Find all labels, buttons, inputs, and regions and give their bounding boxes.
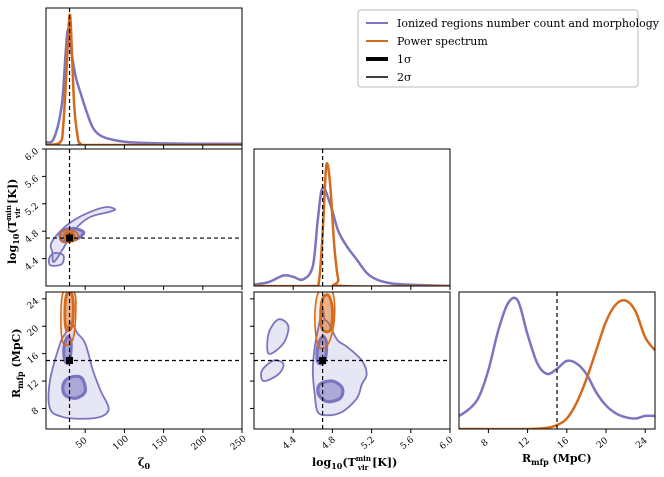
- marginal-curve-p33-power: [459, 299, 655, 429]
- legend-label-ionized: Ionized regions number count and morphol…: [397, 17, 660, 30]
- contour-p31-ps-1sigma: [63, 292, 75, 333]
- y-tick-label-p21-1: 4.8: [24, 229, 42, 246]
- x-tick-label-p32-1: 4.8: [320, 435, 338, 452]
- marginal-p11: [46, 8, 242, 145]
- y-axis-label-tvir: log10(Tminvir [K]): [4, 179, 22, 264]
- x-tick-label-p31-2: 150: [151, 434, 171, 453]
- contour-p32-ion-side: [266, 318, 290, 355]
- panel-frame-p11: [45, 7, 243, 146]
- panel-frame-p22: [253, 148, 451, 287]
- y-tick-label-p21-3: 5.6: [24, 174, 42, 191]
- x-tick-label-p31-1: 100: [111, 434, 131, 453]
- legend-label-1sigma: 1σ: [397, 53, 412, 66]
- y-axis-label-rmfp: Rmfp (MpC): [10, 328, 25, 398]
- x-axis-label-rmfp: Rmfp (MpC): [522, 452, 592, 467]
- panel-frame-p31: [45, 291, 243, 430]
- x-tick-label-p31-4: 250: [229, 434, 249, 453]
- x-tick-label-p33-2: 16: [556, 436, 571, 451]
- x-tick-label-p31-0: 50: [74, 436, 89, 451]
- contour-p32-ion-side2: [260, 359, 285, 382]
- legend: Ionized regions number count and morphol…: [357, 9, 660, 88]
- contour-p32-ion-1sigma-b: [316, 379, 345, 404]
- contour-p32-ps-1sigma: [319, 293, 334, 334]
- marginal-curve-p11-ionized: [46, 28, 242, 145]
- contours-p21: [46, 149, 242, 286]
- y-tick-label-p21-4: 6.0: [24, 146, 42, 163]
- y-tick-label-p31-3: 20: [26, 324, 41, 339]
- x-tick-label-p32-2: 5.2: [360, 435, 377, 452]
- contour-p31-ion-1sigma-b: [61, 374, 87, 400]
- x-tick-label-p32-4: 6.0: [438, 435, 456, 452]
- x-tick-label-p31-3: 200: [190, 434, 210, 453]
- y-tick-label-p21-2: 5.2: [24, 201, 41, 218]
- x-tick-label-p32-0: 4.4: [281, 435, 299, 452]
- marginal-curve-p33-ionized: [459, 296, 655, 420]
- truth-point-p32: [319, 357, 327, 364]
- legend-label-2sigma: 2σ: [397, 71, 412, 84]
- x-tick-label-p33-3: 20: [595, 436, 610, 451]
- x-tick-label-p33-1: 12: [517, 436, 532, 451]
- y-tick-label-p31-0: 8: [30, 406, 41, 418]
- legend-label-power: Power spectrum: [397, 35, 488, 48]
- panel-frame-p21: [45, 148, 243, 287]
- contours-p32: [254, 292, 450, 429]
- x-axis-label-tvir: log10(Tmin vir [K]): [312, 454, 397, 472]
- y-tick-label-p31-1: 12: [26, 379, 41, 394]
- x-tick-label-p33-4: 24: [634, 436, 649, 451]
- contour-p21-ion-blob: [47, 252, 65, 267]
- contour-p31-ion-2sigma: [47, 321, 110, 420]
- marginal-p33: [459, 292, 655, 429]
- x-tick-label-p32-3: 5.6: [399, 435, 417, 452]
- y-tick-label-p31-4: 24: [26, 296, 41, 311]
- marginal-curve-p22-power: [254, 162, 450, 286]
- marginal-curve-p22-ionized: [254, 186, 450, 286]
- contours-p31: [46, 292, 242, 429]
- marginal-p22: [254, 149, 450, 286]
- x-axis-label-zeta: ζ0: [138, 456, 151, 471]
- panel-frame-p32: [253, 291, 451, 430]
- y-tick-label-p31-2: 16: [26, 351, 41, 366]
- truth-point-p21: [66, 234, 74, 242]
- x-tick-label-p33-0: 8: [480, 438, 491, 450]
- truth-point-p31: [66, 357, 74, 364]
- y-tick-label-p21-0: 4.4: [24, 256, 42, 273]
- panel-frame-p33: [458, 291, 656, 430]
- legend-box: [357, 9, 639, 88]
